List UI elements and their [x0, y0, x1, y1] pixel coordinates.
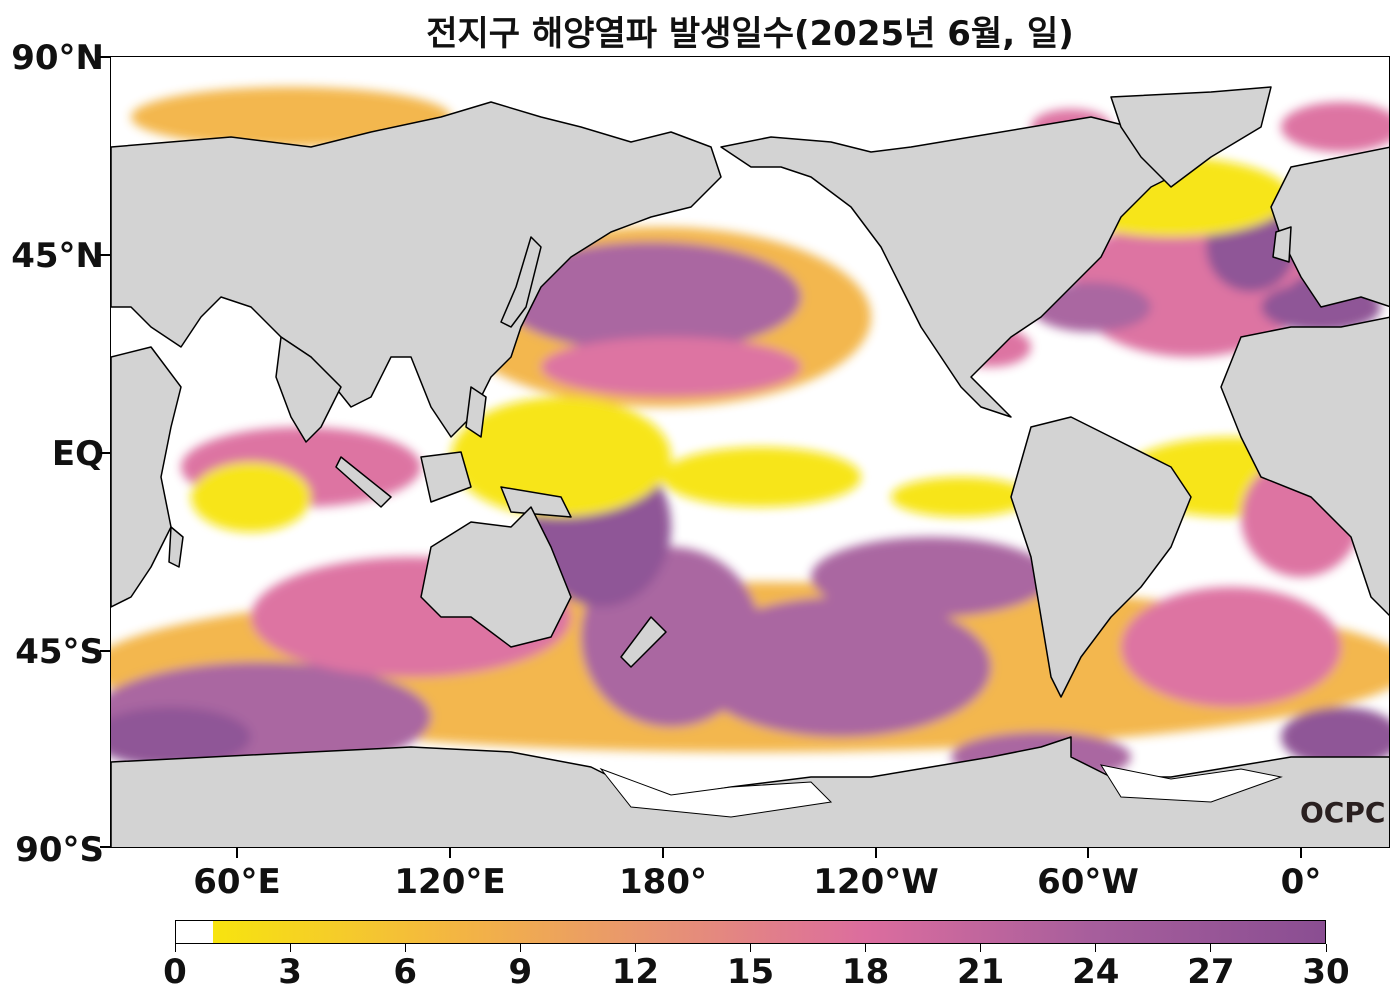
colorbar-tick [404, 944, 406, 952]
world-map [110, 56, 1390, 848]
map-title: 전지구 해양열파 발생일수(2025년 6월, 일) [426, 14, 1074, 54]
colorbar-tick [750, 944, 751, 952]
colorbar-tick-label: 27 [1187, 952, 1235, 992]
colorbar-tick-label: 9 [508, 952, 533, 992]
land-africa-east [111, 346, 182, 608]
colorbar-tick-label: 21 [957, 952, 1005, 992]
colorbar-tick-label: 18 [841, 952, 890, 992]
land-japan [500, 236, 542, 328]
colorbar-tick [865, 944, 867, 952]
y-axis-label-45n: 45°N [11, 236, 104, 276]
y-tick [100, 650, 110, 652]
x-tick [662, 848, 664, 858]
colorbar-tick [634, 944, 636, 952]
colorbar [175, 920, 1326, 944]
colorbar-tick [1210, 944, 1212, 952]
land-borneo [420, 451, 472, 503]
x-tick [1300, 848, 1302, 858]
colorbar-tick-label: 0 [163, 952, 187, 992]
land-uk [1272, 226, 1292, 263]
land-newzealand [620, 616, 667, 668]
land-south-america [1010, 416, 1192, 698]
ocpc-logo: OCPC [1300, 796, 1386, 829]
y-axis-label-90s: 90°S [15, 830, 104, 870]
y-axis-label-90n: 90°N [11, 38, 104, 78]
land-europe [1270, 146, 1389, 308]
land-north-america [720, 96, 1262, 418]
ice-shelves [599, 764, 1283, 818]
x-axis-label-60w: 60°W [1037, 862, 1139, 902]
land-madagascar [168, 526, 184, 568]
land-india [275, 336, 342, 443]
land-philippines [465, 386, 487, 438]
colorbar-tick-label: 15 [726, 952, 775, 992]
x-axis-label-60e: 60°E [193, 862, 281, 902]
x-axis-label-120w: 120°W [813, 862, 939, 902]
land-greenland [1110, 86, 1272, 188]
y-tick [100, 846, 110, 848]
colorbar-tick-label: 12 [611, 952, 660, 992]
colorbar-tick-label: 3 [278, 952, 302, 992]
y-tick [100, 56, 110, 58]
land-sumatra [335, 456, 392, 508]
colorbar-tick [980, 944, 982, 952]
x-tick [1087, 848, 1089, 858]
colorbar-tick [1095, 944, 1097, 952]
x-tick [875, 848, 877, 858]
colorbar-tick [174, 944, 176, 952]
colorbar-tick [289, 944, 291, 952]
x-axis-label-120e: 120°E [394, 862, 506, 902]
land-australia [420, 506, 572, 648]
colorbar-tick-label: 24 [1072, 952, 1120, 992]
x-tick [236, 848, 238, 858]
land-newguinea [500, 486, 572, 518]
x-axis-label-0: 0° [1280, 862, 1322, 902]
land-eurasia-east [111, 101, 722, 438]
y-axis-label-eq: EQ [51, 434, 104, 474]
colorbar-tick [519, 944, 521, 952]
map-canvas [111, 57, 1389, 847]
y-tick [100, 452, 110, 454]
x-axis-label-180: 180° [619, 862, 707, 902]
colorbar-tick-label: 30 [1302, 952, 1350, 992]
y-axis-label-45s: 45°S [15, 632, 104, 672]
land-africa-west [1220, 316, 1389, 617]
x-tick [449, 848, 451, 858]
colorbar-tick [1325, 944, 1327, 952]
y-tick [100, 254, 110, 256]
colorbar-tick-label: 6 [393, 952, 418, 992]
